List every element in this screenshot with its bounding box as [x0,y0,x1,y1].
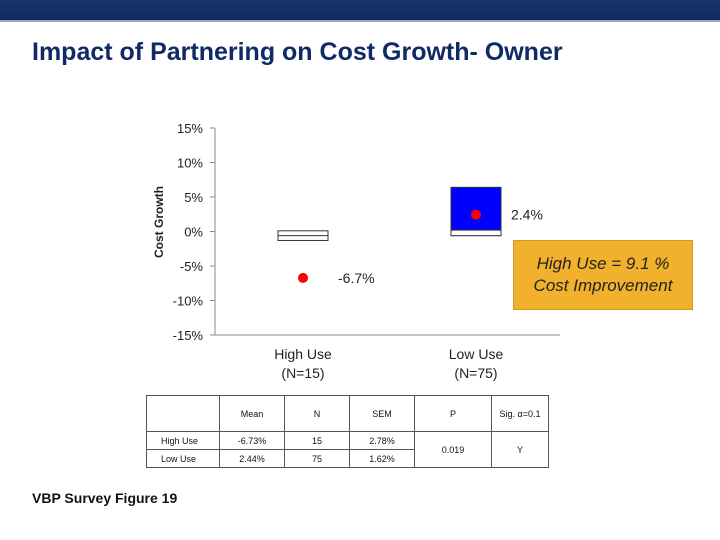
stats-table: Mean N SEM P Sig. α=0.1 High Use -6.73% … [146,395,549,468]
x-category-label: High Use [274,346,332,362]
row-label-high-use: High Use [146,431,220,450]
x-category-sublabel: (N=15) [281,365,324,381]
y-tick-label: -15% [173,328,204,343]
cell-sem: 2.78% [349,431,415,450]
box-lower-band [450,229,502,237]
y-tick-label: 10% [177,156,203,171]
high-use-callout: High Use = 9.1 % Cost Improvement [513,240,693,310]
table-header-p: P [414,395,492,432]
cell-p-value: 0.019 [414,431,492,468]
table-header-n: N [284,395,350,432]
y-axis-title: Cost Growth [152,186,166,258]
cell-n: 15 [284,431,350,450]
page-title: Impact of Partnering on Cost Growth- Own… [32,38,563,66]
table-row: Low Use 2.44% 75 1.62% [146,449,549,468]
mean-value-label: -6.7% [338,270,375,286]
table-header-sem: SEM [349,395,415,432]
y-tick-label: 5% [184,190,203,205]
y-tick-label: 0% [184,225,203,240]
y-tick-label: -5% [180,259,204,274]
y-tick-label: 15% [177,121,203,136]
x-category-label: Low Use [449,346,504,362]
table-header-blank [146,395,220,432]
figure-caption: VBP Survey Figure 19 [32,490,178,506]
mean-value-label: 2.4% [511,207,543,223]
y-tick-label: -10% [173,294,204,309]
mean-marker [298,272,308,283]
table-header-sig: Sig. α=0.1 [491,395,549,432]
cell-sem: 1.62% [349,449,415,468]
x-category-sublabel: (N=75) [454,365,497,381]
cell-mean: -6.73% [219,431,285,450]
cell-n: 75 [284,449,350,468]
row-label-low-use: Low Use [146,449,220,468]
cell-significance: Y [491,431,549,468]
table-row: High Use -6.73% 15 2.78% 0.019 Y [146,431,549,468]
header-bar [0,0,720,22]
mean-marker [471,209,481,220]
cell-mean: 2.44% [219,449,285,468]
table-header-mean: Mean [219,395,285,432]
